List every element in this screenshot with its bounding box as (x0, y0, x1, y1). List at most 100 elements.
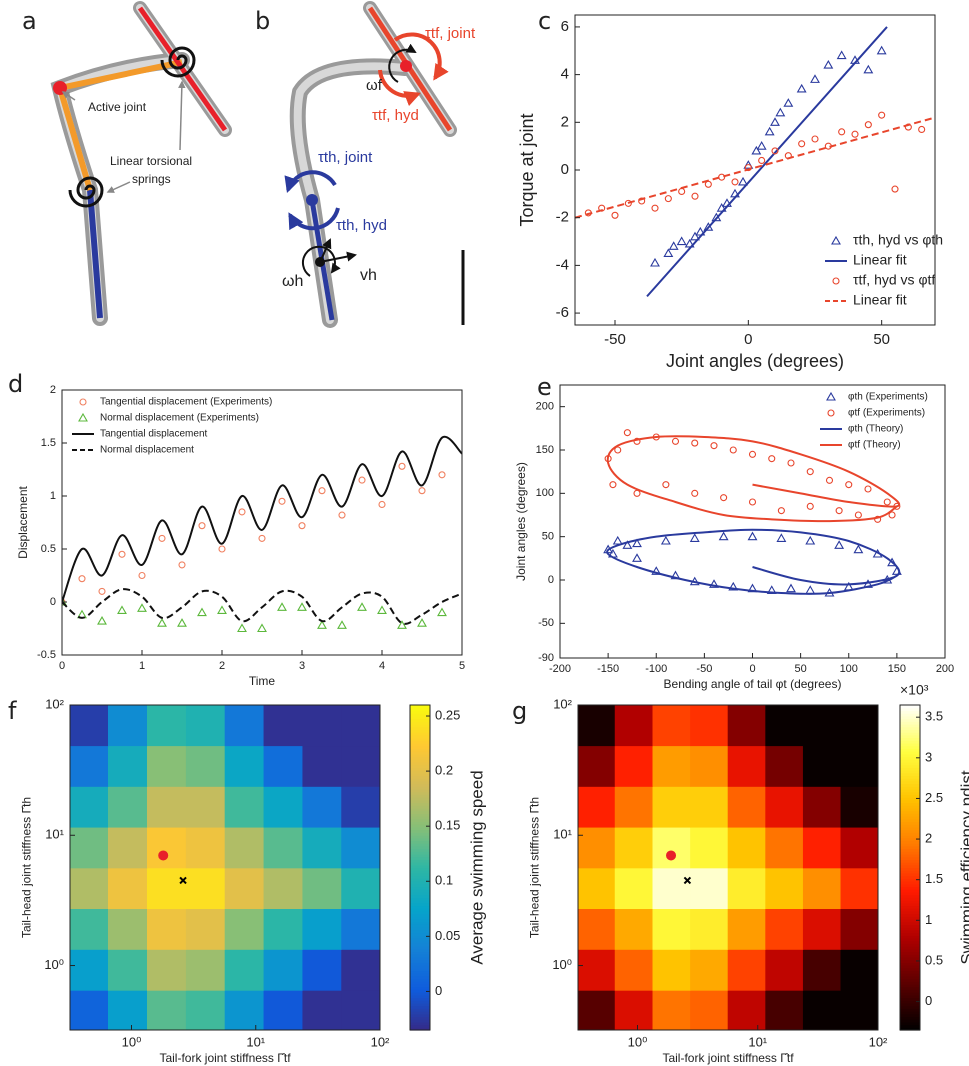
contour-cell (341, 990, 381, 1031)
contour-cell (578, 949, 616, 991)
chart: 10⁰ 10¹ 10² 10⁰ 10¹ 10² Tail-fork joint stiffn… (20, 696, 487, 1065)
velocity-arrow (319, 251, 357, 263)
contour-cell (727, 745, 766, 787)
colorbar-swatch (900, 837, 920, 842)
data-point (298, 522, 306, 530)
panel-label: g (512, 697, 527, 725)
data-point (805, 535, 816, 545)
contour-cell (224, 908, 265, 950)
data-point (664, 195, 672, 203)
x-tick-label: 0 (749, 663, 755, 675)
contour-cell (652, 949, 691, 991)
contour-cell (765, 867, 804, 910)
x-axis-label: Time (249, 674, 276, 688)
x-tick-label: 100 (840, 663, 858, 675)
colorbar-swatch (410, 989, 430, 993)
colorbar-swatch (410, 764, 430, 768)
colorbar-swatch (410, 767, 430, 771)
colorbar-swatch (900, 753, 920, 758)
data-point (845, 481, 853, 489)
data-point (651, 204, 659, 212)
colorbar-swatch (410, 951, 430, 955)
x-tick-label: 50 (873, 331, 890, 348)
colorbar-swatch (410, 829, 430, 833)
data-point (770, 117, 780, 126)
y-tick-label: -4 (556, 256, 569, 273)
optimum-marker (666, 850, 677, 861)
colorbar-swatch (410, 707, 430, 712)
colorbar-swatch (410, 940, 430, 944)
plot-frame (61, 389, 463, 656)
chart: -50 0 50 -6 -4 -2 0 2 4 6 Joint angles (degrees) To… (517, 14, 943, 371)
colorbar-swatch (410, 734, 430, 739)
colorbar-swatch (900, 929, 920, 934)
data-point (158, 534, 166, 542)
x-axis-label: Joint angles (degrees) (666, 351, 844, 371)
colorbar-swatch (410, 751, 430, 755)
colorbar-swatch (900, 954, 920, 958)
colorbar-swatch (410, 908, 430, 912)
y-axis-label: Displacement (16, 485, 30, 558)
colorbar-swatch (900, 875, 920, 879)
legend-label: Linear fit (853, 252, 907, 268)
y-tick-label: -90 (538, 652, 554, 664)
colorbar-swatch (410, 851, 430, 855)
colorbar-swatch (900, 910, 920, 915)
panel-label: e (537, 373, 552, 401)
contour-cell (802, 827, 842, 869)
contour-cell (341, 867, 381, 910)
contour-cell (727, 705, 766, 747)
colorbar-swatch (900, 902, 920, 907)
data-point (806, 468, 814, 476)
data-point (796, 83, 807, 93)
colorbar-swatch (410, 867, 430, 871)
colorbar-swatch (410, 715, 430, 720)
colorbar-tick-label: 0.2 (435, 763, 453, 778)
legend-label: φth (Experiments) (848, 392, 928, 403)
data-point (874, 515, 882, 523)
contour-cell (185, 786, 226, 828)
series-line (606, 435, 901, 523)
colorbar-swatch (410, 826, 430, 831)
data-point (650, 257, 660, 267)
plot-frame (559, 384, 946, 659)
data-point (97, 615, 107, 625)
contour-cell (70, 867, 109, 910)
colorbar-swatch (410, 721, 430, 725)
legend-label: φth (Theory) (848, 424, 903, 435)
contour-cell (302, 867, 342, 910)
y-tick-label: 4 (561, 66, 569, 83)
torque-arrow (393, 32, 449, 81)
data-point (632, 538, 642, 548)
data-point (751, 145, 762, 155)
contour-cell (690, 745, 729, 787)
contour-cell (146, 786, 187, 828)
colorbar-label: Average swimming speed (467, 770, 486, 964)
contour-cell (263, 827, 303, 869)
contour-cell (185, 990, 226, 1031)
colorbar-swatch (900, 986, 920, 990)
contour-cell (185, 867, 226, 910)
data-point (357, 602, 367, 611)
contour-cell (263, 949, 303, 991)
x-tick-label: -150 (597, 663, 619, 675)
data-point (787, 459, 795, 467)
colorbar-swatch (900, 872, 920, 877)
contour-cell (727, 827, 766, 869)
colorbar-swatch (900, 853, 920, 858)
colorbar-swatch (410, 753, 430, 758)
colorbar-swatch (410, 821, 430, 825)
colorbar-swatch (900, 851, 920, 855)
contour-cell (224, 705, 265, 747)
contour-cell (146, 867, 187, 910)
colorbar-swatch (410, 981, 430, 985)
colorbar-swatch (410, 848, 430, 852)
plot-background (560, 385, 945, 658)
data-point (918, 125, 926, 134)
contour-cell (614, 786, 654, 828)
colorbar-swatch (900, 937, 920, 942)
contour-cell (107, 949, 148, 991)
x-tick-label: 10² (869, 1034, 888, 1049)
y-tick-label: 1.5 (41, 437, 56, 449)
contour-cell (690, 949, 729, 991)
